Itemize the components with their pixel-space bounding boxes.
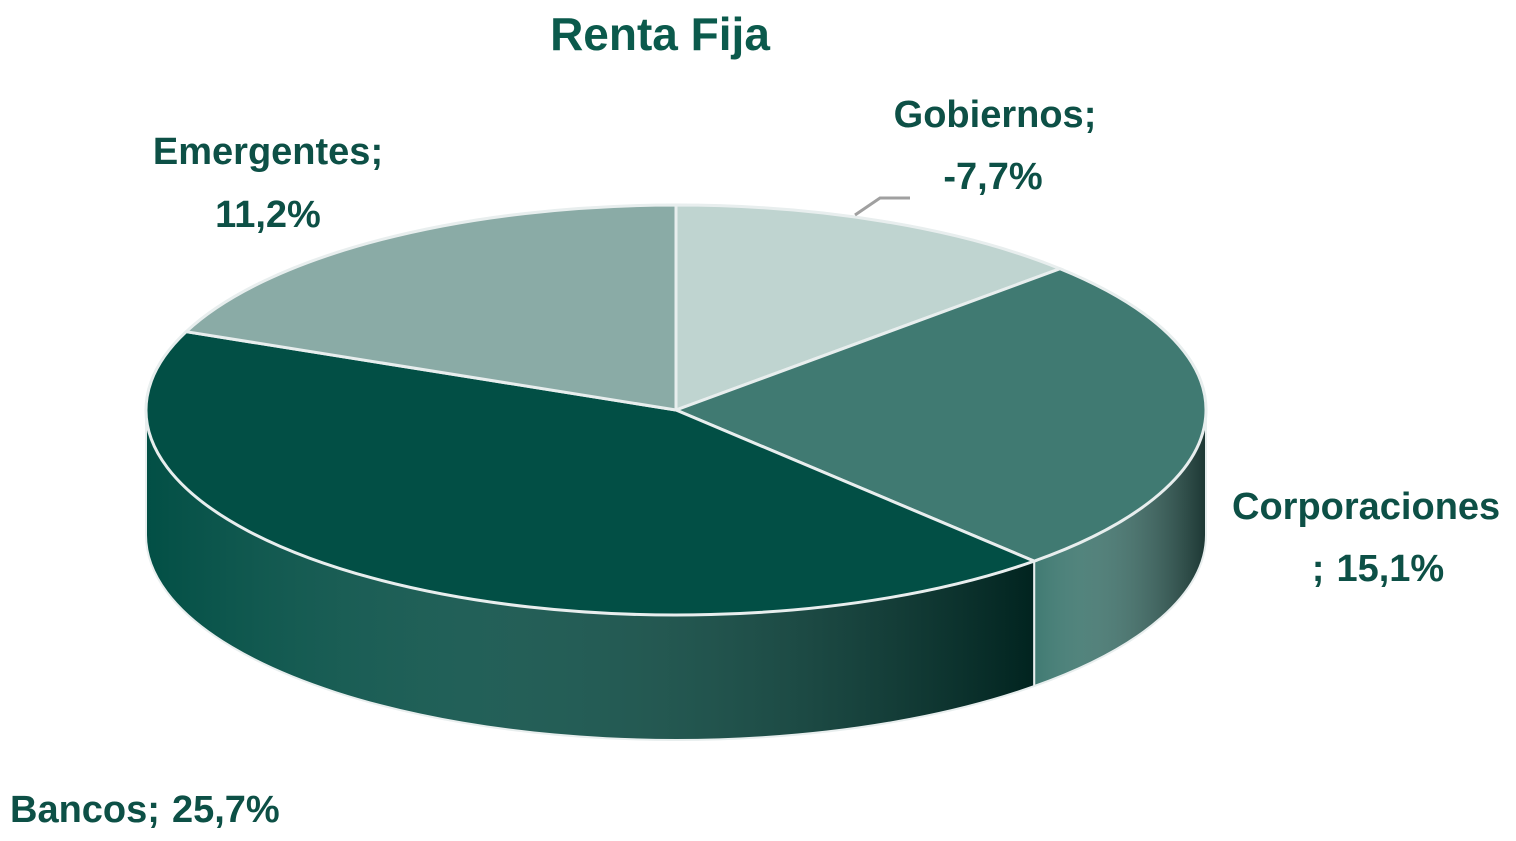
label-value: 11,2% [215, 194, 321, 236]
data-label: -7,7% [943, 156, 1042, 198]
slice [182, 203, 678, 412]
label-value: 15,1% [1336, 548, 1444, 590]
label-name: Corporaciones [1232, 486, 1500, 528]
data-label: 11,2% [215, 194, 321, 236]
label-value: 25,7% [172, 789, 280, 831]
leader-line [854, 196, 910, 217]
label-value: -7,7% [943, 156, 1042, 198]
data-label: Bancos; 25,7% [10, 789, 280, 831]
label-separator: ; [147, 789, 160, 831]
data-label: Gobiernos; [894, 94, 1097, 136]
slice [674, 203, 1065, 413]
label-separator: ; [370, 131, 383, 173]
data-label: ; 15,1% [1312, 548, 1444, 590]
label-separator: ; [1084, 94, 1097, 136]
data-labels: Gobiernos; -7,7% Corporaciones; 15,1% Bancos… [10, 94, 1500, 831]
pie-sides [145, 409, 1207, 741]
chart-title: Renta Fija [550, 8, 770, 60]
data-label: Emergentes; [153, 131, 383, 173]
pie-tops [144, 203, 1208, 617]
slice [144, 330, 1039, 617]
label-name: Emergentes [153, 131, 371, 173]
slice [671, 267, 1208, 563]
label-name: Bancos [10, 789, 147, 831]
label-separator: ; [1312, 548, 1325, 590]
data-label: Corporaciones [1232, 486, 1500, 528]
label-name: Gobiernos [894, 94, 1084, 136]
